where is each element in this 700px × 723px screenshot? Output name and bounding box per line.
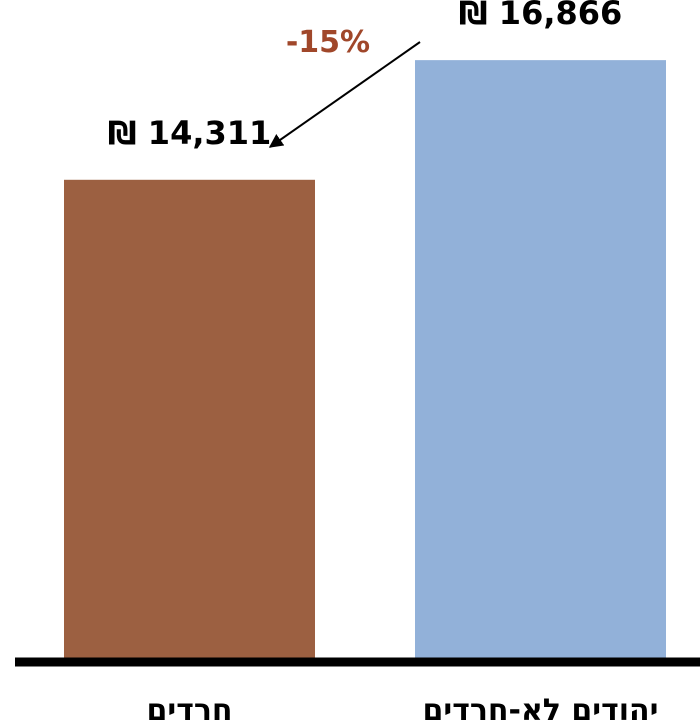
value-label: ₪ 14,311 — [108, 114, 272, 152]
bar — [415, 60, 666, 658]
bar — [64, 179, 315, 658]
arrow — [268, 41, 421, 148]
annotation: -15% — [286, 25, 370, 60]
x-tick-label: חרדים — [146, 693, 232, 723]
x-tick-label: יהודים לא-חרדים — [422, 693, 658, 723]
value-label: ₪ 16,866 — [459, 0, 623, 32]
